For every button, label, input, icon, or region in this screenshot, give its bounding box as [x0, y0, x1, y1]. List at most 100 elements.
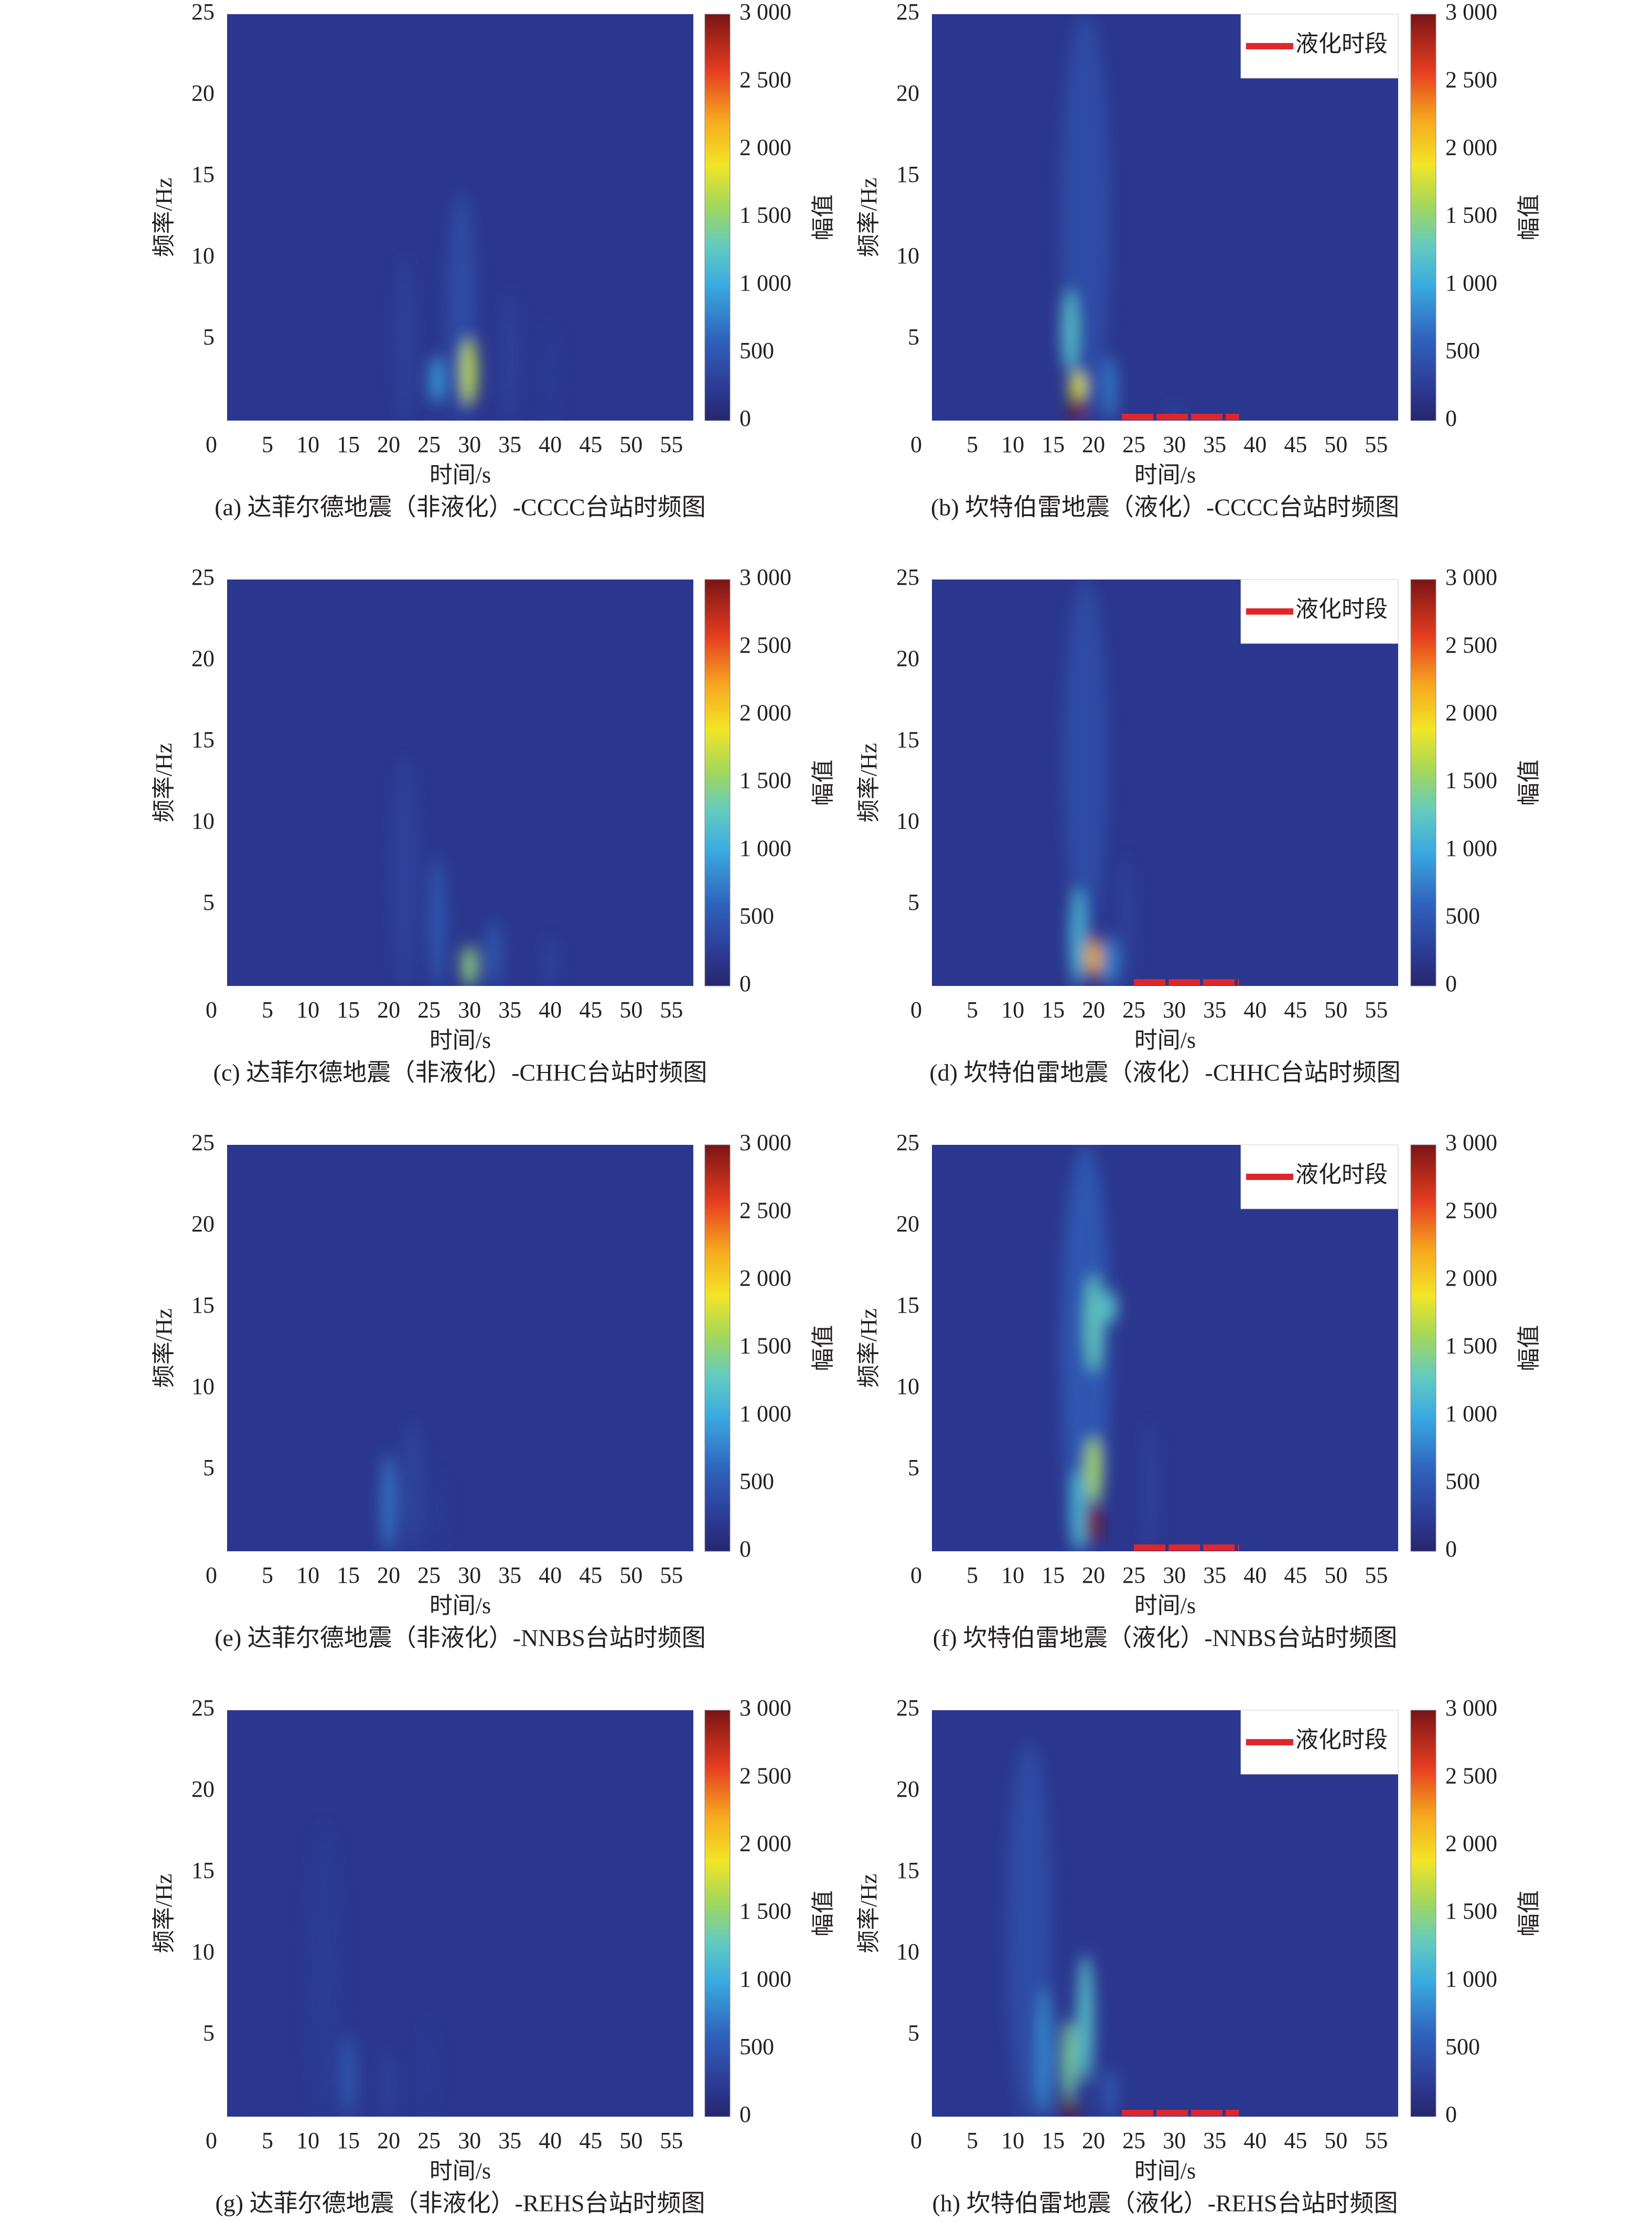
y-axis-label: 频率/Hz	[856, 1308, 882, 1388]
heatmap-hotspot	[430, 356, 445, 404]
colorbar-tick-label: 3 000	[739, 1130, 791, 1155]
x-tick-label: 55	[1365, 432, 1388, 457]
heatmap-hotspot	[462, 339, 477, 404]
colorbar-tick-label: 0	[739, 2101, 751, 2127]
y-tick-label: 10	[896, 1939, 919, 1965]
heatmap-hotspot	[543, 937, 558, 986]
colorbar	[704, 579, 731, 986]
colorbar-tick-label: 500	[1445, 903, 1480, 929]
x-tick-label: 35	[498, 432, 521, 457]
x-tick-label: 0	[910, 1562, 922, 1588]
colorbar-label: 幅值	[1516, 1325, 1542, 1371]
colorbar-tick-label: 0	[739, 405, 751, 431]
heatmap-hotspot	[1086, 1437, 1101, 1503]
y-tick-label: 10	[191, 1374, 214, 1399]
x-tick-label: 45	[1284, 432, 1307, 457]
colorbar-tick-label: 1 000	[739, 835, 791, 861]
caption: (g) 达菲尔德地震（非液化）-REHS台站时频图	[215, 2190, 705, 2217]
heatmap-background	[227, 1710, 693, 2117]
x-tick-label: 10	[1001, 432, 1024, 457]
x-axis-label: 时间/s	[430, 2158, 491, 2184]
x-tick-label: 35	[1203, 2128, 1226, 2153]
heatmap-hotspot	[381, 2052, 396, 2117]
x-tick-label: 5	[262, 432, 273, 457]
x-tick-label: 0	[910, 997, 922, 1023]
y-tick-label: 25	[896, 1130, 919, 1155]
colorbar-tick-label: 2 000	[1445, 134, 1497, 160]
panel: 5 10 15 20 25 0 5 10 15 20 25 30 35 40 45 50 55 时间/s 频率/Hz…	[856, 1695, 1542, 2216]
caption: (b) 坎特伯雷地震（液化）-CCCC台站时频图	[931, 494, 1399, 521]
colorbar	[1410, 14, 1436, 421]
colorbar-tick-label: 2 500	[1445, 1763, 1497, 1788]
heatmap-hotspot	[306, 1824, 342, 2117]
colorbar-tick-label: 1 500	[739, 202, 791, 228]
legend-label: 液化时段	[1295, 596, 1388, 622]
x-tick-label: 45	[579, 432, 602, 457]
x-tick-label: 45	[1284, 1562, 1307, 1588]
colorbar-label: 幅值	[810, 760, 836, 806]
x-tick-label: 15	[1042, 432, 1065, 457]
y-tick-label: 20	[191, 1211, 214, 1237]
x-axis-label: 时间/s	[1134, 1593, 1196, 1618]
x-tick-label: 30	[458, 997, 481, 1023]
colorbar-label: 幅值	[810, 1891, 836, 1937]
colorbar-tick-label: 2 000	[739, 134, 791, 160]
colorbar-tick-label: 2 500	[739, 1197, 791, 1223]
colorbar-tick-label: 500	[1445, 1468, 1480, 1494]
panel: 5 10 15 20 25 0 5 10 15 20 25 30 35 40 45 50 55 时间/s 频率/Hz…	[856, 0, 1542, 521]
y-tick-label: 5	[203, 889, 214, 915]
colorbar-tick-label: 3 000	[1445, 0, 1497, 25]
x-tick-label: 55	[1365, 997, 1388, 1023]
colorbar-tick-label: 0	[1445, 971, 1457, 996]
y-tick-label: 5	[908, 324, 919, 350]
y-tick-label: 20	[191, 1776, 214, 1802]
panel: 5 10 15 20 25 0 5 10 15 20 25 30 35 40 45 50 55 时间/s 频率/Hz…	[856, 564, 1542, 1086]
y-tick-label: 5	[203, 1455, 214, 1480]
colorbar	[1410, 1710, 1436, 2117]
caption: (a) 达菲尔德地震（非液化）-CCCC台站时频图	[214, 494, 706, 521]
y-tick-label: 10	[191, 808, 214, 834]
x-tick-label: 0	[206, 2128, 217, 2153]
x-tick-label: 5	[967, 2128, 978, 2153]
colorbar-label: 幅值	[1516, 760, 1542, 806]
x-tick-label: 15	[337, 2128, 360, 2153]
heatmap-layer	[306, 1824, 437, 2117]
x-tick-label: 50	[619, 1562, 642, 1588]
y-tick-label: 25	[896, 1695, 919, 1721]
x-tick-label: 40	[1243, 1562, 1267, 1588]
y-tick-label: 15	[191, 727, 214, 753]
colorbar-tick-label: 2 000	[739, 1830, 791, 1856]
heatmap-layer	[1061, 14, 1182, 421]
heatmap-hotspot	[1086, 1503, 1101, 1543]
caption: (d) 坎特伯雷地震（液化）-CHHC台站时频图	[929, 1059, 1400, 1086]
x-tick-label: 40	[539, 1562, 562, 1588]
colorbar-tick-label: 0	[1445, 1536, 1457, 1562]
x-tick-label: 30	[458, 2128, 481, 2153]
y-tick-label: 15	[896, 1292, 919, 1318]
colorbar	[704, 1710, 731, 2117]
heatmap-hotspot	[1086, 1275, 1101, 1372]
x-tick-label: 0	[206, 432, 217, 457]
colorbar-label: 幅值	[810, 1325, 836, 1371]
x-tick-label: 25	[1122, 2128, 1145, 2153]
x-tick-label: 40	[1243, 2128, 1267, 2153]
colorbar-tick-label: 1 000	[1445, 1966, 1497, 1992]
heatmap-background	[227, 580, 693, 986]
x-tick-label: 40	[1243, 997, 1267, 1023]
heatmap-layer	[1006, 1743, 1117, 2117]
heatmap-layer	[381, 1421, 445, 1551]
x-tick-label: 10	[296, 997, 319, 1023]
heatmap-hotspot	[430, 1470, 445, 1551]
heatmap-hotspot	[502, 291, 518, 421]
heatmap-layer	[1064, 580, 1134, 986]
y-tick-label: 20	[896, 1211, 919, 1237]
x-tick-label: 50	[619, 997, 642, 1023]
colorbar	[704, 1144, 731, 1552]
colorbar-tick-label: 1 500	[739, 768, 791, 793]
y-tick-label: 10	[896, 1374, 919, 1399]
x-tick-label: 30	[1163, 432, 1186, 457]
heatmap-hotspot	[1102, 1291, 1117, 1324]
colorbar-tick-label: 0	[1445, 405, 1457, 431]
heatmap-hotspot	[1061, 291, 1077, 372]
panel: 5 10 15 20 25 0 5 10 15 20 25 30 35 40 45 50 55 时间/s 频率/Hz…	[151, 1695, 836, 2216]
